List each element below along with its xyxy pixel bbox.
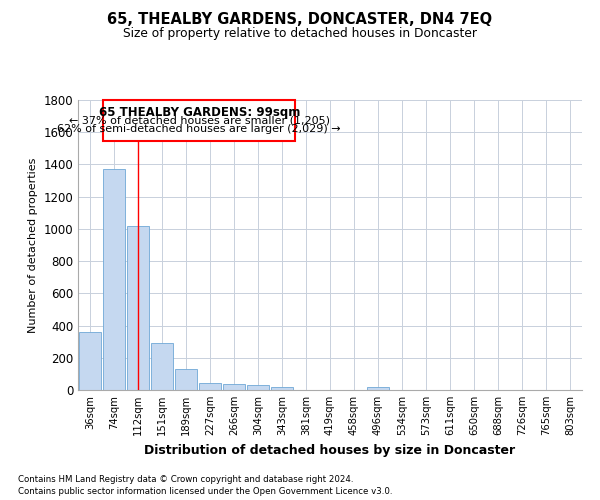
Text: Contains HM Land Registry data © Crown copyright and database right 2024.: Contains HM Land Registry data © Crown c… bbox=[18, 475, 353, 484]
Bar bbox=[79, 332, 101, 390]
Bar bbox=[175, 369, 197, 390]
Text: 62% of semi-detached houses are larger (2,029) →: 62% of semi-detached houses are larger (… bbox=[58, 124, 341, 134]
Bar bbox=[199, 383, 221, 390]
Text: Size of property relative to detached houses in Doncaster: Size of property relative to detached ho… bbox=[123, 28, 477, 40]
Bar bbox=[151, 344, 173, 390]
Bar bbox=[103, 170, 125, 390]
Bar bbox=[127, 226, 149, 390]
Text: 65 THEALBY GARDENS: 99sqm: 65 THEALBY GARDENS: 99sqm bbox=[98, 106, 300, 118]
X-axis label: Distribution of detached houses by size in Doncaster: Distribution of detached houses by size … bbox=[145, 444, 515, 456]
Bar bbox=[223, 384, 245, 390]
Text: 65, THEALBY GARDENS, DONCASTER, DN4 7EQ: 65, THEALBY GARDENS, DONCASTER, DN4 7EQ bbox=[107, 12, 493, 28]
Y-axis label: Number of detached properties: Number of detached properties bbox=[28, 158, 38, 332]
Bar bbox=[247, 385, 269, 390]
Bar bbox=[271, 387, 293, 390]
Text: Contains public sector information licensed under the Open Government Licence v3: Contains public sector information licen… bbox=[18, 487, 392, 496]
Bar bbox=[367, 387, 389, 390]
FancyBboxPatch shape bbox=[103, 100, 295, 141]
Text: ← 37% of detached houses are smaller (1,205): ← 37% of detached houses are smaller (1,… bbox=[69, 116, 330, 126]
